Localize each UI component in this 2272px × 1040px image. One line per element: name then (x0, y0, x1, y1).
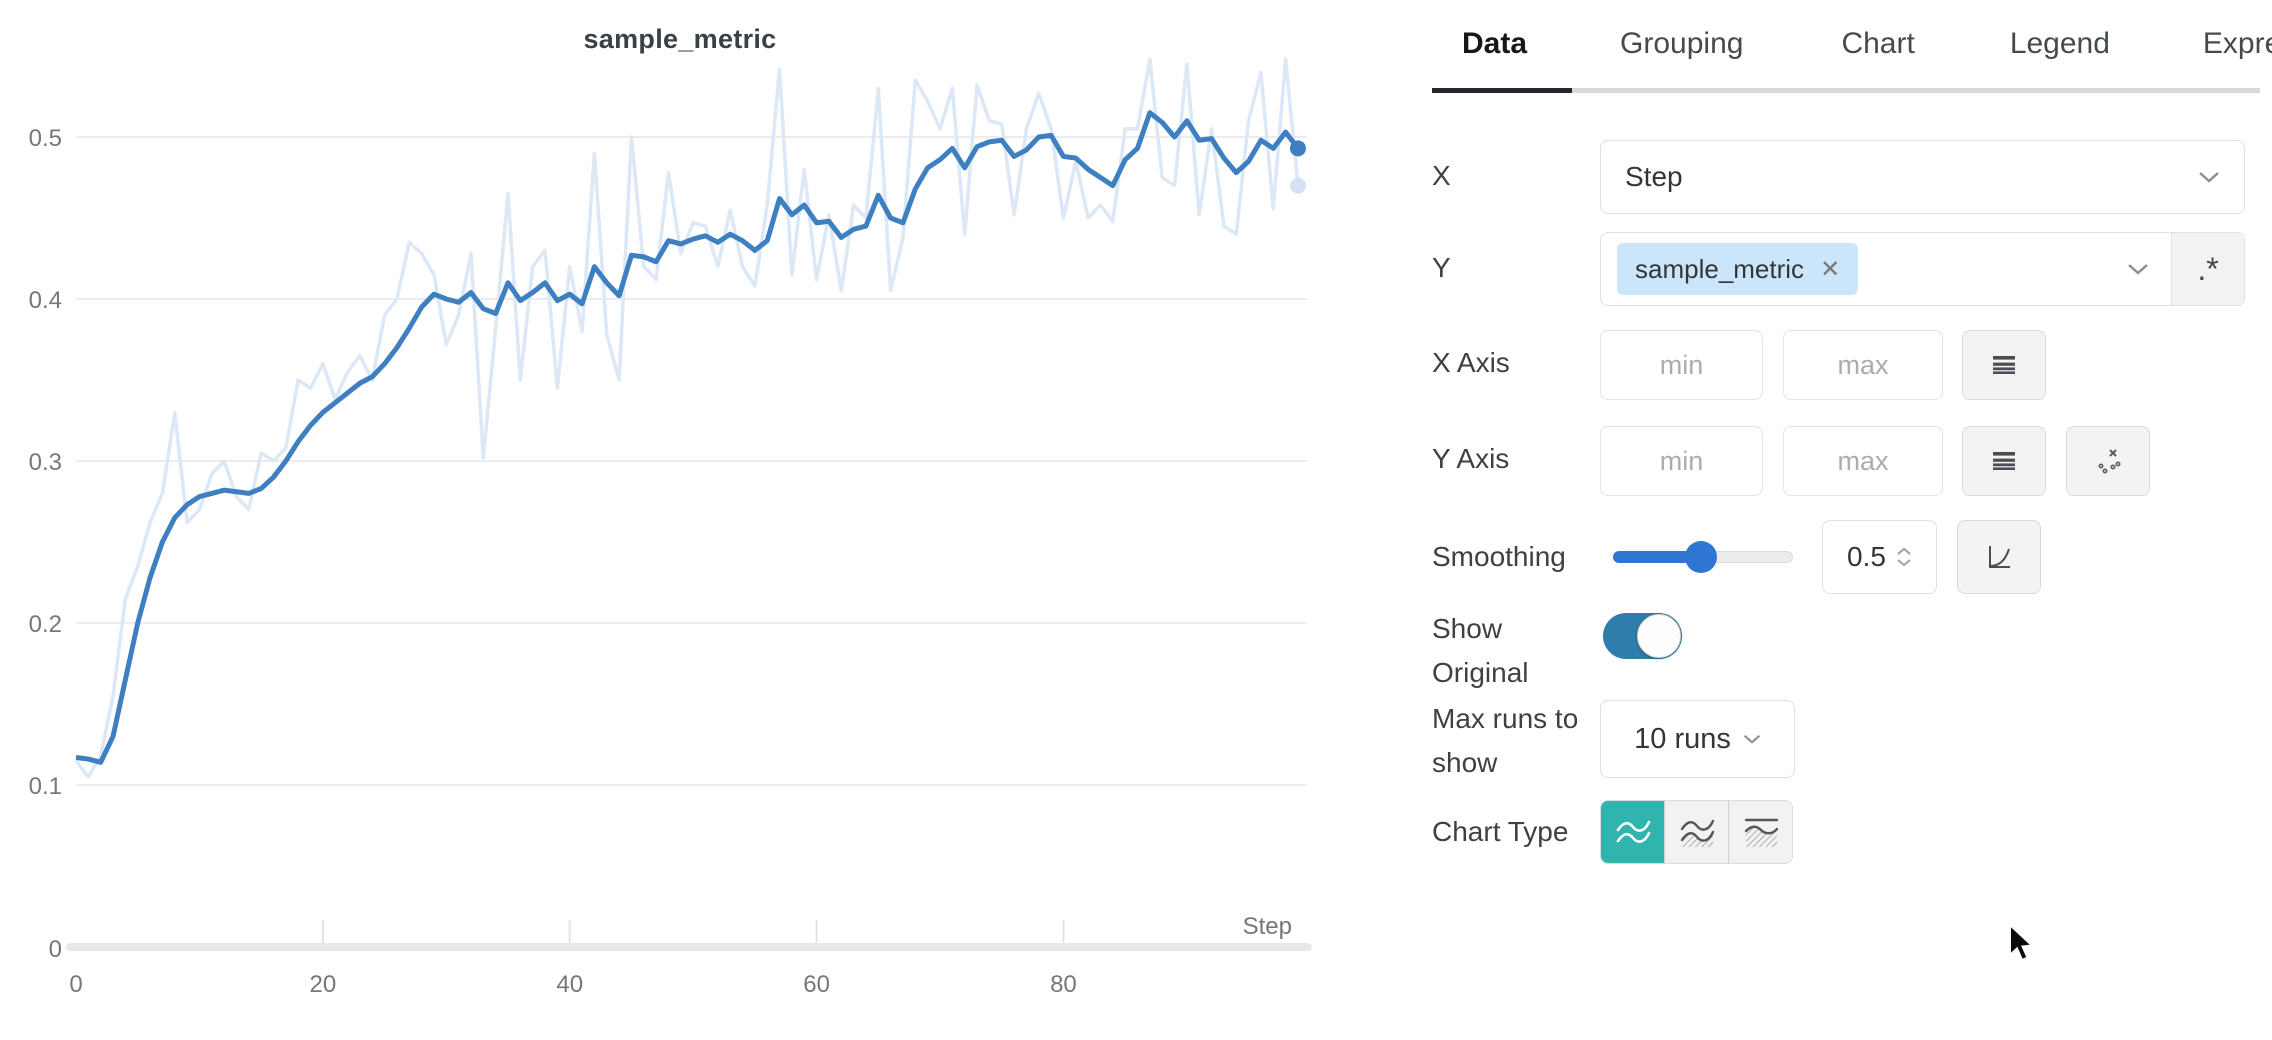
max-runs-select[interactable]: 10 runs (1600, 700, 1795, 778)
line-chart[interactable]: 0.5 0.4 0.3 0.2 0.1 00 20 40 60 80 Step (0, 0, 1360, 1040)
smoothing-value-stepper[interactable]: 0.5 (1822, 520, 1937, 594)
y-axis-min-input[interactable] (1600, 426, 1763, 496)
svg-text:20: 20 (310, 971, 337, 998)
max-runs-value: 10 runs (1634, 722, 1731, 755)
svg-text:0.1: 0.1 (29, 773, 62, 800)
x-axis-min-input[interactable] (1600, 330, 1763, 400)
chart-panel: sample_metric 0.5 0.4 0.3 0.2 0.1 0 0 20 40 60 80 S… (0, 0, 1360, 1040)
svg-text:40: 40 (556, 971, 583, 998)
smoothing-curve-icon (1989, 546, 2010, 568)
tab-legend[interactable]: Legend (2009, 27, 2110, 60)
x-select[interactable]: Step (1600, 140, 2245, 214)
chart-title: sample_metric (583, 24, 777, 54)
log-scale-icon (1993, 356, 2015, 374)
chart-type-area-button[interactable] (1664, 801, 1728, 863)
caret-down-icon (1897, 559, 1911, 567)
ignore-outliers-icon (2098, 449, 2121, 474)
y-metric-tag-label: sample_metric (1635, 253, 1805, 284)
tab-underline (1432, 88, 2260, 93)
active-tab-indicator (1432, 88, 1572, 93)
chevron-down-icon (2128, 264, 2148, 275)
log-scale-icon (1993, 452, 2015, 470)
max-runs-label: Max runs to show (1432, 703, 1579, 778)
tab-chart[interactable]: Chart (1841, 27, 1915, 60)
svg-text:Step: Step (1243, 913, 1292, 940)
svg-text:0: 0 (49, 936, 62, 963)
smoothing-slider-fill (1613, 551, 1701, 563)
chart-type-group (1600, 800, 1793, 864)
minmax-area-icon (1744, 818, 1778, 847)
tab-data[interactable]: Data (1462, 27, 1528, 60)
chart-type-minmax-button[interactable] (1728, 801, 1792, 863)
y-metric-tag: sample_metric ✕ (1617, 243, 1859, 295)
svg-text:0.5: 0.5 (29, 125, 62, 152)
y-axis-row-label: Y Axis (1432, 443, 1510, 474)
toggle-knob (1637, 614, 1681, 658)
show-original-toggle[interactable] (1603, 613, 1682, 659)
caret-up-icon (1897, 547, 1911, 555)
svg-text:0.3: 0.3 (29, 449, 62, 476)
tab-expressions[interactable]: Expressions (2202, 27, 2272, 60)
tab-grouping[interactable]: Grouping (1620, 27, 1744, 60)
svg-text:0.2: 0.2 (29, 611, 62, 638)
x-axis-log-scale-button[interactable] (1962, 330, 2046, 400)
y-select[interactable]: sample_metric ✕ .* (1600, 232, 2245, 306)
y-axis-max-input[interactable] (1783, 426, 1943, 496)
regex-toggle-button[interactable]: .* (2171, 233, 2244, 305)
svg-text:0: 0 (69, 971, 82, 998)
x-row-label: X (1432, 160, 1451, 191)
svg-text:60: 60 (803, 971, 830, 998)
x-axis-max-input[interactable] (1783, 330, 1943, 400)
chart-type-line-button[interactable] (1601, 801, 1664, 863)
smoothing-value: 0.5 (1847, 541, 1886, 572)
stepper-arrows[interactable] (1896, 547, 1912, 567)
area-plot-icon (1680, 819, 1714, 847)
x-select-value: Step (1625, 161, 1683, 192)
line-plot-icon (1616, 820, 1650, 843)
show-original-label: Show Original (1432, 613, 1529, 688)
x-axis-row-label: X Axis (1432, 347, 1510, 378)
y-axis-log-scale-button[interactable] (1962, 426, 2046, 496)
svg-text:0.4: 0.4 (29, 287, 62, 314)
tab-bar: Data Grouping Chart Legend Expressions (1432, 18, 2272, 70)
smoothing-row-label: Smoothing (1432, 541, 1566, 572)
chevron-down-icon (2199, 172, 2219, 183)
mouse-cursor (2009, 924, 2035, 962)
ignore-outliers-button[interactable] (2066, 426, 2150, 496)
y-row-label: Y (1432, 252, 1451, 283)
chart-type-label: Chart Type (1432, 816, 1569, 847)
smoothing-type-button[interactable] (1957, 520, 2041, 594)
chevron-down-icon (1743, 734, 1760, 744)
remove-metric-icon[interactable]: ✕ (1820, 255, 1841, 283)
chart-edit-panel: Data Grouping Chart Legend Expressions X… (1420, 0, 2272, 1040)
svg-text:80: 80 (1050, 971, 1077, 998)
smoothing-slider-thumb[interactable] (1685, 541, 1717, 573)
